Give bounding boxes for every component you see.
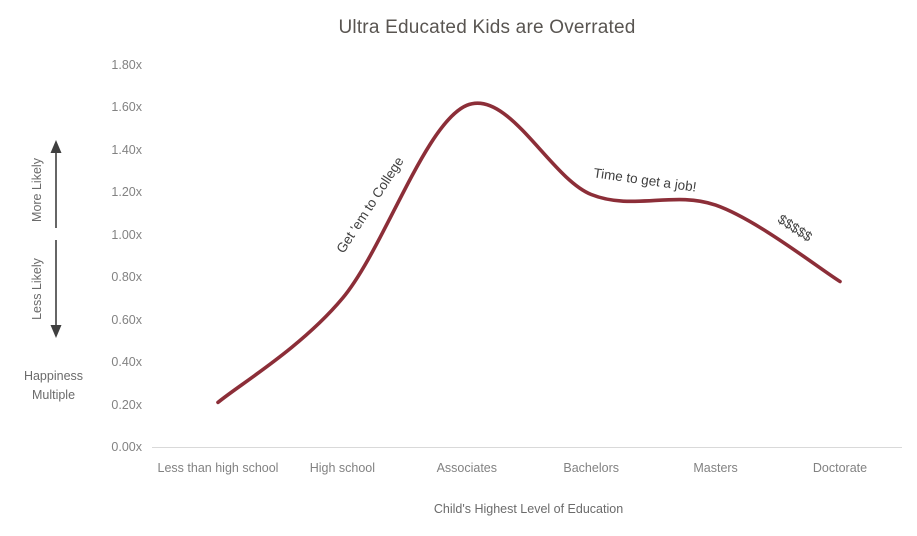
y-tick-label: 1.20x xyxy=(111,185,142,200)
y-tick-label: 0.80x xyxy=(111,270,142,285)
x-category-label: Doctorate xyxy=(812,461,868,475)
y-tick-label: 1.00x xyxy=(111,227,142,242)
y-tick-label: 1.80x xyxy=(111,58,142,72)
x-category-label: Associates xyxy=(436,461,498,475)
y-tick-label: 1.60x xyxy=(111,100,142,115)
y-axis-title: Happiness Multiple xyxy=(23,369,84,402)
y-tick-label: 0.40x xyxy=(111,355,142,370)
y-tick-label: 0.60x xyxy=(111,312,142,327)
x-axis-title: Child's Highest Level of Education xyxy=(433,502,624,516)
y-tick-label: 0.00x xyxy=(111,440,142,454)
y-tick-label: 1.40x xyxy=(111,142,142,157)
happiness-curve-line xyxy=(216,101,842,405)
chart-title: Ultra Educated Kids are Overrated xyxy=(338,17,636,38)
more-likely-arrow-icon xyxy=(50,140,62,228)
y-tick-label: 0.20x xyxy=(111,397,142,412)
x-category-label: Masters xyxy=(693,461,738,475)
less-likely-arrow-icon xyxy=(50,240,62,338)
x-category-label: High school xyxy=(309,461,376,475)
less-likely-label: Less Likely xyxy=(30,258,44,320)
x-category-label: Bachelors xyxy=(563,461,619,475)
x-category-label: Less than high school xyxy=(157,461,279,475)
